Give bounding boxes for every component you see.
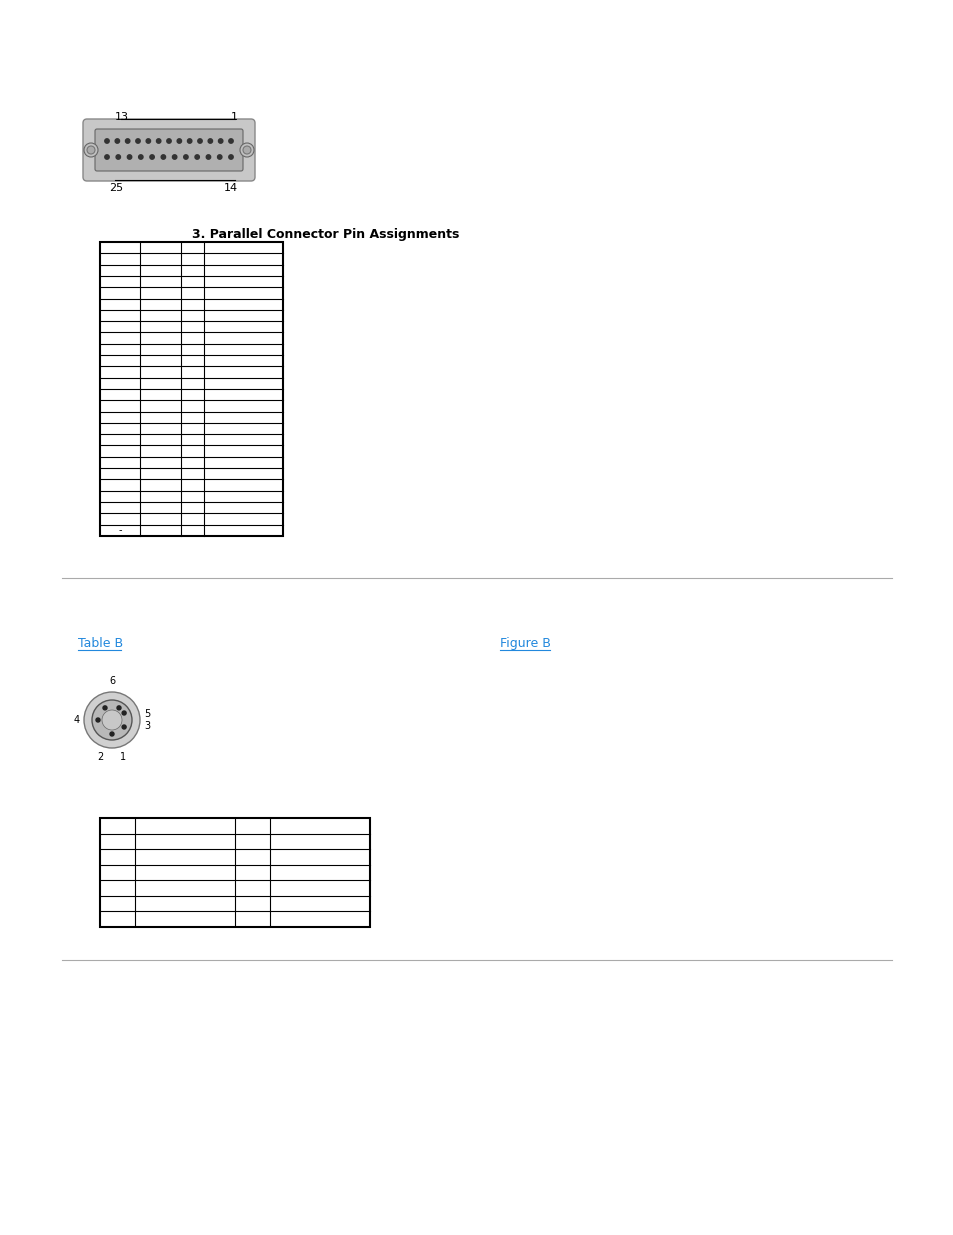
Circle shape — [110, 732, 113, 736]
Circle shape — [177, 138, 181, 143]
Circle shape — [156, 138, 161, 143]
Circle shape — [218, 138, 223, 143]
Text: 3: 3 — [144, 721, 150, 731]
Bar — [100, 242, 283, 536]
Text: 2: 2 — [97, 752, 104, 762]
Circle shape — [127, 154, 132, 159]
Circle shape — [96, 718, 100, 722]
Circle shape — [172, 154, 176, 159]
Text: Table B: Table B — [78, 637, 123, 650]
Text: 1: 1 — [231, 112, 237, 122]
Text: Figure B: Figure B — [499, 637, 550, 650]
Circle shape — [206, 154, 211, 159]
FancyBboxPatch shape — [95, 128, 243, 170]
Circle shape — [229, 154, 233, 159]
Circle shape — [240, 143, 253, 157]
Circle shape — [105, 154, 109, 159]
Text: 13: 13 — [115, 112, 129, 122]
Circle shape — [146, 138, 151, 143]
Circle shape — [105, 138, 109, 143]
Text: 5: 5 — [144, 709, 150, 719]
Circle shape — [102, 710, 122, 730]
Circle shape — [208, 138, 213, 143]
Circle shape — [150, 154, 154, 159]
Circle shape — [122, 711, 126, 715]
Text: 3. Parallel Connector Pin Assignments: 3. Parallel Connector Pin Assignments — [192, 228, 459, 241]
Circle shape — [138, 154, 143, 159]
Circle shape — [167, 138, 171, 143]
Circle shape — [229, 138, 233, 143]
Circle shape — [87, 146, 95, 154]
Circle shape — [243, 146, 251, 154]
Circle shape — [188, 138, 192, 143]
Circle shape — [217, 154, 222, 159]
Text: 4: 4 — [73, 715, 80, 725]
Bar — [100, 818, 370, 926]
Circle shape — [161, 154, 166, 159]
Circle shape — [184, 154, 188, 159]
Circle shape — [84, 143, 98, 157]
Circle shape — [126, 138, 130, 143]
Circle shape — [197, 138, 202, 143]
Circle shape — [117, 706, 121, 710]
Text: -: - — [118, 525, 122, 535]
Text: 25: 25 — [109, 183, 123, 193]
Text: 14: 14 — [224, 183, 237, 193]
Circle shape — [103, 706, 107, 710]
Text: 6: 6 — [109, 676, 115, 685]
FancyBboxPatch shape — [83, 119, 254, 182]
Circle shape — [135, 138, 140, 143]
Circle shape — [116, 154, 120, 159]
Circle shape — [194, 154, 199, 159]
Circle shape — [115, 138, 119, 143]
Circle shape — [122, 725, 126, 729]
Circle shape — [91, 700, 132, 740]
Circle shape — [84, 692, 140, 748]
Text: 1: 1 — [120, 752, 126, 762]
